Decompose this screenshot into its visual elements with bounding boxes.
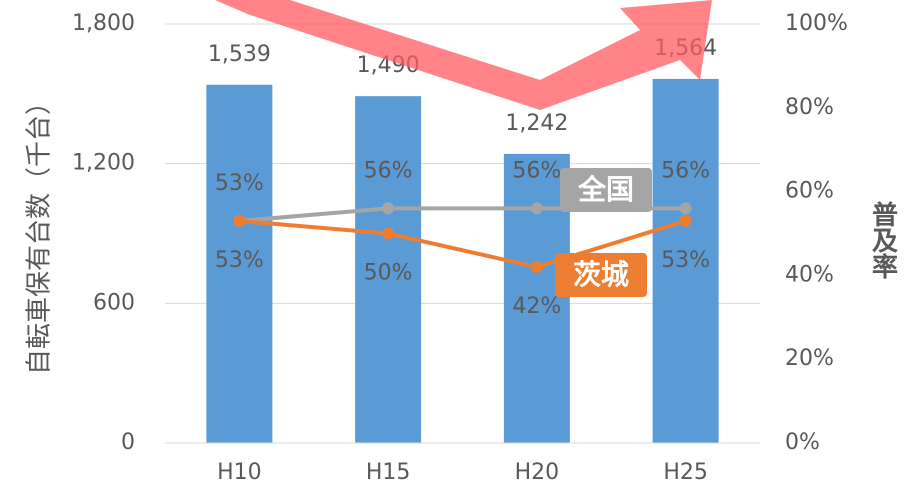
bar-label: 1,539 <box>208 42 271 67</box>
line-label: 56% <box>661 158 710 183</box>
line-label: 56% <box>364 158 413 183</box>
legend-box <box>555 253 647 297</box>
legend-label: 茨城 <box>573 258 629 291</box>
bar <box>652 78 719 444</box>
y-tick-label: 600 <box>93 290 135 315</box>
y2-tick-label: 40% <box>785 262 834 287</box>
bar <box>503 153 570 443</box>
y2-tick-label: 60% <box>785 179 834 204</box>
line-label: 56% <box>512 158 561 183</box>
plot-area: 0 600 1,200 1,800 0% 20% 40% 60% 80% 100% H10 1,539… <box>72 11 848 485</box>
line-label: 53% <box>215 248 264 273</box>
line-point <box>233 214 246 227</box>
line-label: 53% <box>215 171 264 196</box>
line-point <box>679 202 692 215</box>
line-label: 53% <box>661 248 710 273</box>
line-point <box>530 202 543 215</box>
line-point <box>679 214 692 227</box>
bar-label: 1,242 <box>505 111 568 136</box>
y-tick-label: 0 <box>121 430 135 455</box>
line-point <box>382 227 395 240</box>
y2-tick-label: 20% <box>785 346 834 371</box>
y-tick-label: 1,800 <box>72 11 135 36</box>
line-point <box>382 202 395 215</box>
y2-tick-label: 100% <box>785 11 848 36</box>
line-label: 42% <box>512 294 561 319</box>
y2-tick-label: 80% <box>785 95 834 120</box>
bar <box>206 84 273 443</box>
x-tick-label: H15 <box>366 460 411 485</box>
line <box>239 218 687 270</box>
bar <box>355 96 422 444</box>
x-tick-label: H10 <box>217 460 262 485</box>
y2-tick-label: 0% <box>785 430 820 455</box>
legend-label: 全国 <box>577 173 634 206</box>
trend-arrow <box>215 0 712 110</box>
y-axis-title: 自転車保有台数（千台） <box>25 89 55 375</box>
x-tick-label: H25 <box>663 460 708 485</box>
line-point <box>530 261 543 274</box>
x-tick-label: H20 <box>515 460 560 485</box>
line-label: 50% <box>364 261 413 286</box>
legend-box <box>560 168 652 212</box>
y2-axis-title: 普及率 <box>868 200 898 279</box>
y-tick-label: 1,200 <box>72 151 135 176</box>
